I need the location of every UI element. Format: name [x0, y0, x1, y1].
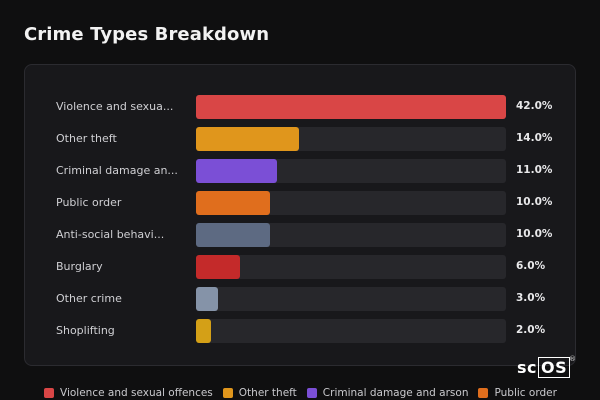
bar-track	[196, 287, 506, 311]
bar-label: Shoplifting	[56, 324, 115, 337]
bar-fill	[196, 319, 211, 343]
bar-track	[196, 95, 506, 119]
legend-label: Other theft	[238, 387, 297, 399]
bar-fill	[196, 159, 278, 183]
registered-mark: ®	[569, 355, 576, 363]
bar-label: Criminal damage an...	[56, 164, 178, 177]
logo-prefix: sc	[517, 358, 538, 377]
bar-value: 3.0%	[516, 292, 546, 304]
bar-track	[196, 319, 506, 343]
bar-value: 6.0%	[516, 260, 546, 272]
chart-legend: Violence and sexual offences Other theft C…	[44, 386, 557, 400]
bar-track	[196, 223, 506, 247]
bar-label: Public order	[56, 196, 122, 209]
bar-value: 2.0%	[516, 324, 546, 336]
bar-track	[196, 191, 506, 215]
bar-label: Other theft	[56, 132, 117, 145]
bar-row: Burglary 6.0%	[25, 255, 575, 281]
brand-logo: sc OS	[517, 357, 571, 378]
legend-swatch	[478, 388, 489, 398]
bar-row: Anti-social behavi... 10.0%	[25, 223, 575, 249]
page-title: Crime Types Breakdown	[24, 24, 270, 45]
legend-label: Criminal damage and arson	[322, 387, 469, 399]
bar-track	[196, 255, 506, 279]
bar-value: 42.0%	[516, 100, 553, 112]
bar-label: Violence and sexua...	[56, 100, 174, 113]
bar-row: Violence and sexua... 42.0%	[25, 95, 575, 121]
chart-panel: Violence and sexua... 42.0% Other theft 14.…	[24, 64, 576, 366]
bar-fill	[196, 255, 241, 279]
bar-row: Criminal damage an... 11.0%	[25, 159, 575, 185]
legend-swatch	[306, 388, 317, 398]
bar-value: 11.0%	[516, 164, 553, 176]
legend-item: Public order	[478, 387, 557, 399]
bar-row: Shoplifting 2.0%	[25, 319, 575, 345]
bar-track	[196, 127, 506, 151]
bar-value: 10.0%	[516, 196, 553, 208]
legend-label: Public order	[494, 387, 557, 399]
legend-label: Violence and sexual offences	[60, 387, 213, 399]
bar-row: Other crime 3.0%	[25, 287, 575, 313]
legend-item: Other theft	[222, 387, 297, 399]
bar-fill	[196, 223, 270, 247]
bar-label: Anti-social behavi...	[56, 228, 165, 241]
bar-track	[196, 159, 506, 183]
bar-value: 10.0%	[516, 228, 553, 240]
bar-fill	[196, 127, 300, 151]
bar-label: Burglary	[56, 260, 103, 273]
bar-value: 14.0%	[516, 132, 553, 144]
bar-row: Public order 10.0%	[25, 191, 575, 217]
logo-boxed: OS	[538, 357, 571, 378]
bar-row: Other theft 14.0%	[25, 127, 575, 153]
bar-label: Other crime	[56, 292, 122, 305]
bar-fill	[196, 287, 219, 311]
bar-fill	[196, 191, 270, 215]
bar-fill	[196, 95, 506, 119]
legend-item: Criminal damage and arson	[306, 387, 469, 399]
legend-swatch	[222, 388, 233, 398]
legend-item: Violence and sexual offences	[44, 387, 213, 399]
legend-swatch	[44, 388, 54, 398]
